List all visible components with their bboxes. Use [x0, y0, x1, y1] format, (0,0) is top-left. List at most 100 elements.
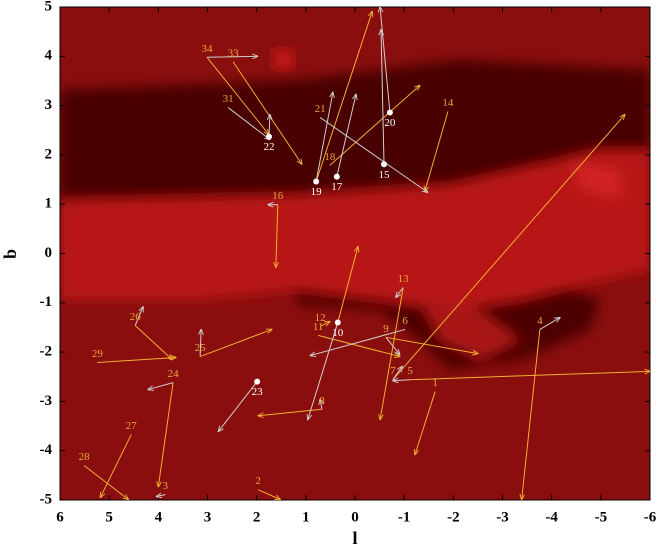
vector-arrow	[315, 11, 372, 182]
vector-arrow	[206, 56, 269, 134]
vectors	[83, 7, 650, 500]
x-tick-label: 3	[204, 509, 212, 525]
source-label: 5	[407, 365, 413, 377]
y-tick-label: 3	[45, 97, 53, 113]
x-tick-label: 2	[253, 509, 261, 525]
vector-arrow	[156, 495, 166, 497]
vector-arrow	[385, 336, 400, 354]
vector-arrow	[134, 307, 143, 326]
y-tick-label: -1	[40, 294, 53, 310]
vector-arrow	[320, 399, 322, 410]
x-tick-label: -4	[545, 509, 558, 525]
x-tick-label: -2	[447, 509, 460, 525]
source-label: 27	[126, 420, 138, 432]
source-dot	[381, 161, 388, 168]
source-dot	[313, 178, 320, 185]
vector-arrow	[385, 336, 478, 353]
source-label: 26	[130, 311, 142, 323]
source-label: 22	[263, 141, 274, 153]
vector-arrow	[206, 56, 258, 57]
vector-arrow	[232, 61, 302, 165]
y-tick-label: -5	[40, 491, 53, 507]
source-label: 15	[379, 169, 391, 181]
vector-arrow	[227, 107, 270, 140]
y-tick-label: -2	[40, 344, 53, 360]
vector-arrow	[381, 30, 385, 165]
y-tick-label: 2	[45, 146, 53, 162]
vector-arrow	[396, 287, 404, 298]
vector-arrow	[315, 92, 333, 182]
source-label: 1	[432, 377, 438, 389]
source-label: 13	[398, 273, 410, 285]
vector-arrow	[522, 329, 541, 499]
vector-arrow	[258, 408, 323, 415]
source-label: 20	[384, 117, 396, 129]
source-label: 29	[92, 348, 104, 360]
source-label: 34	[202, 43, 214, 55]
source-label: 17	[331, 181, 343, 193]
vector-arrow	[415, 391, 436, 455]
source-label: 14	[442, 97, 454, 109]
source-label: 3	[162, 480, 168, 492]
vector-arrow	[158, 382, 174, 487]
source-label: 19	[311, 186, 323, 198]
x-tick-label: -3	[496, 509, 509, 525]
vector-arrow	[317, 334, 400, 356]
source-label: 9	[383, 323, 389, 335]
y-tick-label: 0	[45, 245, 53, 261]
x-tick-label: 5	[105, 509, 113, 525]
x-tick-label: -6	[644, 509, 657, 525]
y-tick-label: -3	[40, 393, 53, 409]
vector-arrow	[148, 382, 174, 390]
vector-arrow	[319, 117, 428, 192]
vector-arrow	[329, 85, 420, 166]
source-label: 33	[228, 47, 240, 59]
vector-arrow	[218, 381, 258, 432]
source-dot	[265, 133, 272, 140]
heatmap	[60, 7, 650, 500]
source-label: 25	[195, 342, 207, 354]
y-tick-label: 1	[45, 196, 53, 212]
x-axis-label: l	[352, 528, 357, 548]
vector-arrow	[425, 111, 449, 192]
source-dot	[333, 173, 340, 180]
source-label: 24	[168, 368, 180, 380]
y-tick-label: 4	[45, 48, 53, 64]
source-label: 31	[223, 93, 234, 105]
source-label: 28	[79, 451, 91, 463]
y-tick-label: 5	[45, 0, 53, 14]
vector-arrow	[308, 322, 339, 420]
vector-arrow	[200, 329, 201, 357]
source-dot	[254, 378, 261, 385]
y-axis-label: b	[0, 249, 20, 259]
vector-arrow	[337, 247, 358, 323]
vector-arrow	[393, 380, 411, 381]
vector-arrow	[257, 489, 280, 500]
source-label: 11	[313, 321, 324, 333]
vector-arrow	[199, 329, 272, 358]
vector-arrow	[392, 366, 402, 380]
x-tick-label: 0	[351, 509, 359, 525]
x-tick-label: 4	[155, 509, 163, 525]
vector-arrow	[380, 7, 391, 113]
vector-arrow	[539, 318, 560, 330]
vector-arrow	[83, 465, 128, 499]
vector-arrow	[100, 434, 132, 497]
source-label: 16	[272, 190, 284, 202]
source-dot	[334, 319, 341, 326]
source-label: 10	[332, 327, 344, 339]
source-label: 18	[324, 151, 336, 163]
vector-arrow	[276, 204, 278, 268]
vector-arrow	[269, 114, 270, 137]
vector-arrow	[134, 325, 172, 359]
vector-arrow	[97, 358, 176, 363]
vector-arrow	[380, 287, 404, 420]
y-tick-label: -4	[40, 442, 53, 458]
source-label: 23	[252, 386, 264, 398]
source-label: 21	[315, 103, 326, 115]
vector-arrow	[410, 371, 650, 381]
source-label: 6	[402, 315, 408, 327]
source-label: 2	[255, 475, 261, 487]
x-tick-label: -5	[595, 509, 608, 525]
